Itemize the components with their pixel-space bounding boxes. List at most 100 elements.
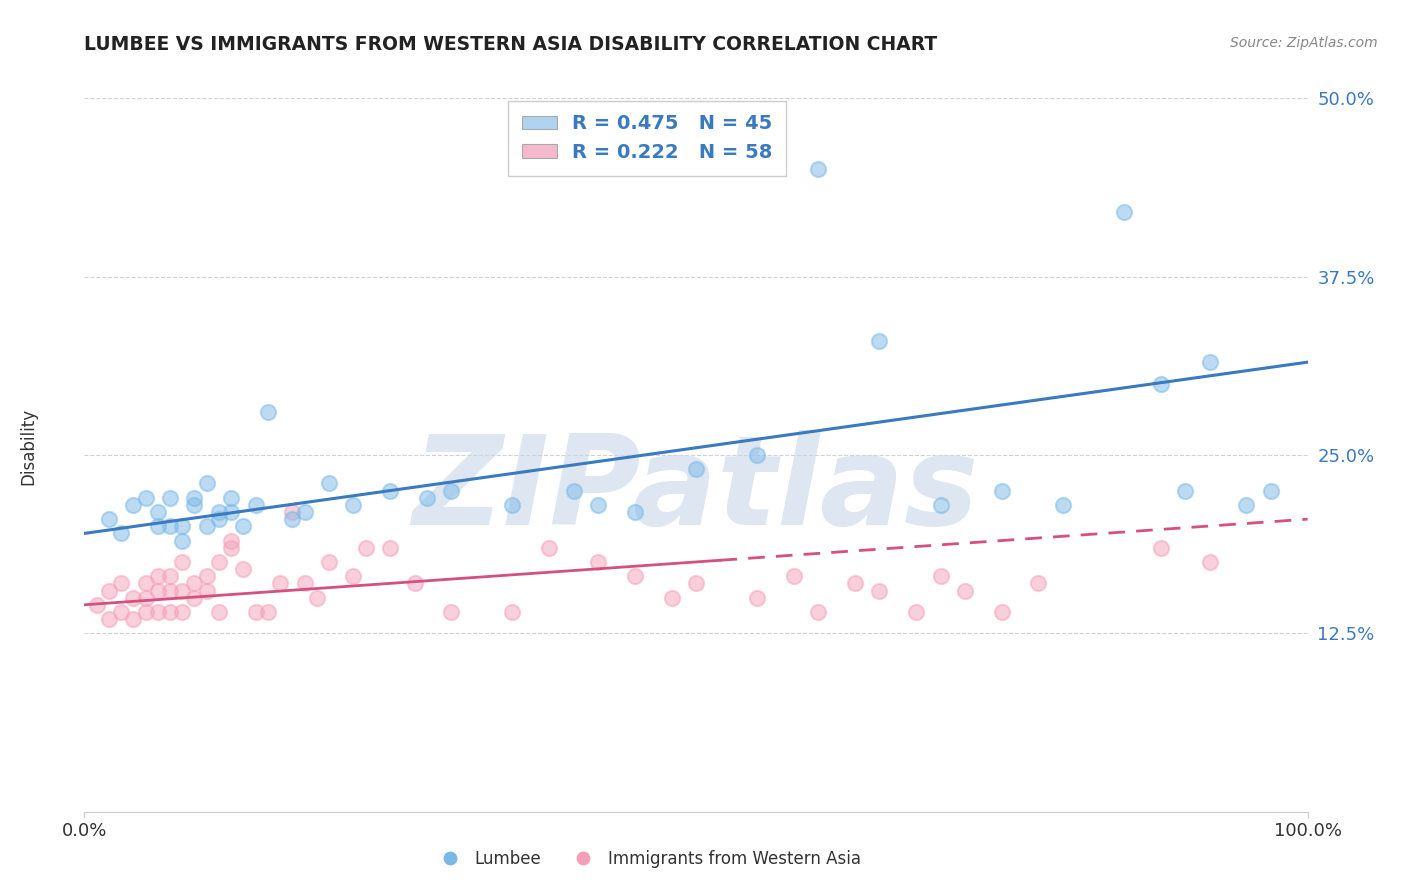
Point (219, 505, 242, 519)
Point (807, 162, 830, 177)
Point (146, 519, 169, 533)
Point (146, 583, 169, 598)
Point (146, 605, 169, 619)
Point (562, 483, 585, 498)
Point (245, 605, 267, 619)
Point (685, 462, 707, 476)
Point (172, 533, 194, 548)
Point (1260, 483, 1282, 498)
Point (869, 334, 891, 348)
Point (110, 576, 132, 591)
Point (807, 605, 830, 619)
Text: Source: ZipAtlas.com: Source: ZipAtlas.com (1230, 36, 1378, 50)
Point (257, 405, 280, 419)
Point (294, 576, 316, 591)
Point (844, 576, 866, 591)
Point (747, 591, 769, 605)
Point (342, 498, 364, 512)
Point (586, 555, 609, 569)
Point (1150, 541, 1173, 555)
Point (110, 605, 132, 619)
Point (404, 576, 426, 591)
Point (440, 605, 463, 619)
Point (208, 605, 231, 619)
Legend: Lumbee, Immigrants from Western Asia: Lumbee, Immigrants from Western Asia (426, 844, 868, 875)
Point (219, 533, 242, 548)
Point (624, 505, 647, 519)
Point (294, 505, 316, 519)
Point (159, 583, 181, 598)
Text: ZIPatlas: ZIPatlas (413, 430, 979, 551)
Point (232, 519, 254, 533)
Point (1150, 376, 1173, 391)
Point (86, 598, 108, 612)
Point (538, 541, 561, 555)
Point (195, 519, 218, 533)
Point (232, 562, 254, 576)
Point (257, 605, 280, 619)
Point (685, 576, 707, 591)
Point (183, 491, 205, 505)
Point (183, 498, 205, 512)
Point (380, 541, 402, 555)
Point (110, 526, 132, 541)
Point (1028, 576, 1050, 591)
Point (905, 605, 928, 619)
Point (195, 583, 218, 598)
Point (146, 505, 169, 519)
Point (990, 483, 1012, 498)
Point (159, 491, 181, 505)
Point (135, 605, 157, 619)
Point (1198, 555, 1220, 569)
Point (159, 569, 181, 583)
Point (624, 569, 647, 583)
Point (208, 555, 231, 569)
Point (97, 583, 120, 598)
Point (440, 483, 463, 498)
Point (342, 569, 364, 583)
Point (172, 583, 194, 598)
Point (990, 605, 1012, 619)
Point (1114, 205, 1136, 219)
Point (1174, 483, 1197, 498)
Point (135, 576, 157, 591)
Point (97, 612, 120, 626)
Point (97, 512, 120, 526)
Point (122, 498, 145, 512)
Point (135, 591, 157, 605)
Point (172, 519, 194, 533)
Point (172, 605, 194, 619)
Point (245, 498, 267, 512)
Point (1234, 498, 1257, 512)
Point (869, 583, 891, 598)
Point (219, 541, 242, 555)
Point (135, 491, 157, 505)
Point (305, 591, 328, 605)
Point (380, 483, 402, 498)
Point (183, 576, 205, 591)
Point (208, 512, 231, 526)
Point (953, 583, 976, 598)
Point (122, 612, 145, 626)
Point (501, 498, 523, 512)
Point (1052, 498, 1074, 512)
Point (146, 569, 169, 583)
Point (747, 448, 769, 462)
Point (281, 505, 304, 519)
Point (661, 591, 683, 605)
Point (586, 498, 609, 512)
Point (416, 491, 439, 505)
Point (159, 605, 181, 619)
Point (318, 476, 340, 491)
Point (281, 512, 304, 526)
Point (208, 505, 231, 519)
Point (354, 541, 377, 555)
Point (183, 591, 205, 605)
Point (318, 555, 340, 569)
Point (929, 569, 952, 583)
Text: Disability: Disability (20, 408, 37, 484)
Point (929, 498, 952, 512)
Point (195, 476, 218, 491)
Point (501, 605, 523, 619)
Point (1198, 355, 1220, 369)
